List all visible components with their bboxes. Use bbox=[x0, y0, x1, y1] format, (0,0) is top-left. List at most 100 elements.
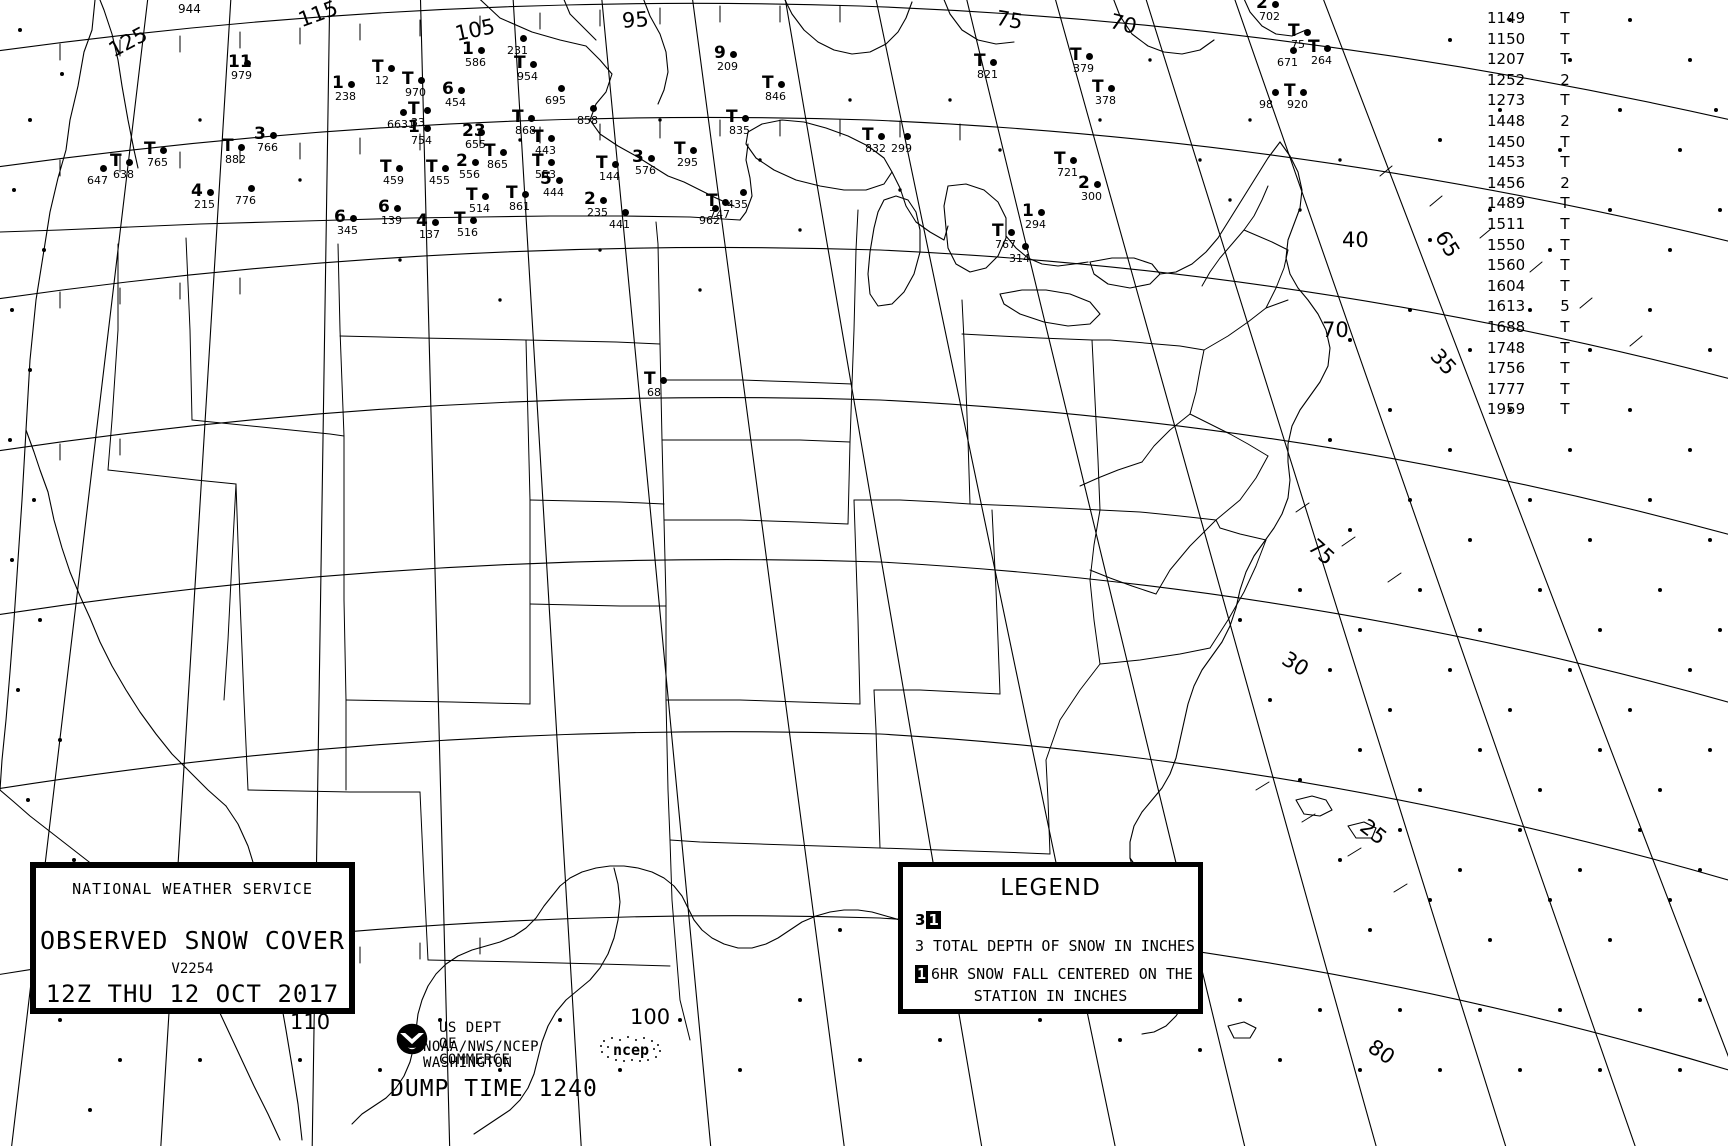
station-id: 671 bbox=[1277, 56, 1298, 69]
ship-report-id: 1511 bbox=[1487, 214, 1526, 233]
station-location-dot bbox=[548, 159, 555, 166]
station-snow-depth: T bbox=[1288, 21, 1300, 41]
station-location-dot bbox=[100, 165, 107, 172]
legend-depth-desc: 3 TOTAL DEPTH OF SNOW IN INCHES bbox=[915, 937, 1195, 955]
ship-report-value: T bbox=[1560, 317, 1570, 336]
ship-report-value: T bbox=[1560, 359, 1570, 378]
station-id: 378 bbox=[1095, 94, 1116, 107]
station-location-dot bbox=[904, 133, 911, 140]
ship-report-value: 5 bbox=[1560, 297, 1570, 316]
station-location-dot bbox=[348, 81, 355, 88]
station-location-dot bbox=[730, 51, 737, 58]
station-snow-depth: T bbox=[596, 153, 608, 173]
station-location-dot bbox=[558, 85, 565, 92]
ship-report-value: T bbox=[1560, 214, 1570, 233]
ship-report-row: 1149 T bbox=[1487, 8, 1577, 29]
station-id: 516 bbox=[457, 226, 478, 239]
station-id: 882 bbox=[225, 153, 246, 166]
station-snow-depth: T bbox=[532, 151, 544, 171]
station-snow-depth: T bbox=[110, 151, 122, 171]
ship-report-id: 1489 bbox=[1487, 194, 1526, 213]
station-location-dot bbox=[590, 105, 597, 112]
graticule-label: 95 bbox=[621, 7, 650, 33]
station-id: 514 bbox=[469, 202, 490, 215]
station-id: 868 bbox=[515, 124, 536, 137]
station-id: 264 bbox=[1311, 54, 1332, 67]
station-id: 98 bbox=[1259, 98, 1273, 111]
station-snow-depth: T bbox=[1054, 149, 1066, 169]
station-location-dot bbox=[442, 165, 449, 172]
station-snow-depth: 1 bbox=[408, 117, 420, 137]
station-location-dot bbox=[778, 81, 785, 88]
station-location-dot bbox=[1038, 209, 1045, 216]
ship-report-row: 1453 T bbox=[1487, 152, 1577, 173]
state-boundaries bbox=[107, 185, 1289, 1041]
graticule-label: 75 bbox=[994, 5, 1025, 35]
station-snow-depth: 6 bbox=[442, 79, 454, 99]
svg-text:ncep: ncep bbox=[613, 1041, 649, 1059]
station-snow-depth: T bbox=[512, 107, 524, 127]
ship-report-value: 2 bbox=[1560, 173, 1570, 192]
station-snow-depth: 3 bbox=[254, 124, 266, 144]
station-id: 209 bbox=[717, 60, 738, 73]
station-snow-depth: 2 bbox=[1256, 0, 1268, 13]
station-id: 75 bbox=[1291, 38, 1305, 51]
ship-report-row: 1273 T bbox=[1487, 90, 1577, 111]
station-snow-depth: T bbox=[674, 139, 686, 159]
graticule-ticks bbox=[59, 5, 1643, 984]
station-location-dot bbox=[1272, 1, 1279, 8]
station-location-dot bbox=[722, 199, 729, 206]
ship-report-row: 1959 T bbox=[1487, 399, 1577, 420]
station-id: 835 bbox=[729, 124, 750, 137]
station-id: 747 bbox=[709, 208, 730, 221]
station-id: 314 bbox=[1009, 252, 1030, 265]
ship-report-row: 1252 2 bbox=[1487, 70, 1577, 91]
ship-report-id: 1560 bbox=[1487, 256, 1526, 275]
mexico-outline bbox=[351, 867, 621, 1135]
station-snow-depth: T bbox=[454, 209, 466, 229]
ship-report-id: 1453 bbox=[1487, 153, 1526, 172]
station-location-dot bbox=[482, 193, 489, 200]
ship-report-value: T bbox=[1560, 235, 1570, 254]
graticule-label: 70 bbox=[1322, 318, 1349, 342]
station-id: 846 bbox=[765, 90, 786, 103]
station-location-dot bbox=[160, 147, 167, 154]
legend-snowfall-text: 6HR SNOW FALL CENTERED ON THE bbox=[931, 965, 1193, 983]
us-canada-border bbox=[0, 141, 1281, 275]
station-id: 137 bbox=[419, 228, 440, 241]
ship-report-id: 1756 bbox=[1487, 359, 1526, 378]
ship-report-row: 1489 T bbox=[1487, 193, 1577, 214]
station-location-dot bbox=[470, 217, 477, 224]
ship-report-value: T bbox=[1560, 338, 1570, 357]
station-location-dot bbox=[548, 135, 555, 142]
station-id: 979 bbox=[231, 69, 252, 82]
ship-report-value: 2 bbox=[1560, 70, 1570, 89]
station-location-dot bbox=[1008, 229, 1015, 236]
ship-report-value: T bbox=[1560, 132, 1570, 151]
station-id: 435 bbox=[727, 198, 748, 211]
station-id: 832 bbox=[865, 142, 886, 155]
station-id: 954 bbox=[517, 70, 538, 83]
station-location-dot bbox=[612, 161, 619, 168]
ship-report-id: 1450 bbox=[1487, 132, 1526, 151]
station-location-dot bbox=[207, 189, 214, 196]
station-location-dot bbox=[530, 61, 537, 68]
station-snow-depth: 9 bbox=[714, 43, 726, 63]
great-lakes bbox=[745, 119, 1161, 327]
ship-report-id: 1150 bbox=[1487, 29, 1526, 48]
station-location-dot bbox=[270, 132, 277, 139]
station-location-dot bbox=[1300, 89, 1307, 96]
station-snow-depth: T bbox=[992, 221, 1004, 241]
station-id: 144 bbox=[599, 170, 620, 183]
station-snow-depth: T bbox=[144, 139, 156, 159]
station-location-dot bbox=[520, 35, 527, 42]
station-id: 6631 bbox=[387, 118, 415, 131]
ship-report-value: T bbox=[1560, 50, 1570, 69]
ship-report-row: 1560 T bbox=[1487, 255, 1577, 276]
station-location-dot bbox=[1290, 47, 1297, 54]
ship-report-id: 1613 bbox=[1487, 297, 1526, 316]
station-id: 721 bbox=[1057, 166, 1078, 179]
station-location-dot bbox=[1022, 243, 1029, 250]
ship-report-value: T bbox=[1560, 29, 1570, 48]
station-location-dot bbox=[712, 205, 719, 212]
